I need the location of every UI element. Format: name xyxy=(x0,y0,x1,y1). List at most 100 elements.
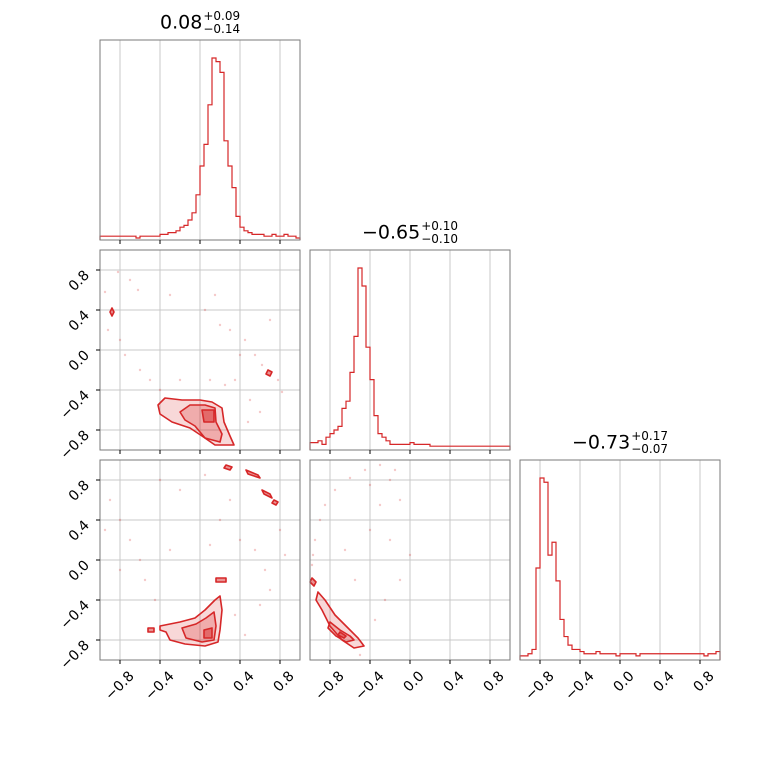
sample-point xyxy=(238,353,242,357)
sample-point xyxy=(116,270,120,274)
title-minus: −0.10 xyxy=(421,232,459,246)
sample-point xyxy=(128,538,132,542)
sample-point xyxy=(178,488,182,492)
title-median: 0.08 xyxy=(160,11,203,34)
sample-point xyxy=(148,378,152,382)
sample-point xyxy=(158,388,162,392)
sample-point xyxy=(103,528,107,532)
sample-point xyxy=(108,498,112,502)
sample-point xyxy=(228,498,232,502)
x-tick-label: 0.4 xyxy=(651,668,678,695)
sample-point xyxy=(268,318,272,322)
sample-point xyxy=(343,548,347,552)
y-tick-label: −0.4 xyxy=(57,597,92,632)
title-minus: −0.07 xyxy=(631,442,669,456)
y-tick-label: 0.4 xyxy=(66,307,93,334)
x-tick-label: −0.4 xyxy=(352,668,387,703)
density-contour xyxy=(265,369,273,377)
x-tick-label: 0.8 xyxy=(691,668,718,695)
sample-point xyxy=(368,483,372,487)
sample-point xyxy=(228,328,232,332)
sample-point xyxy=(278,528,282,532)
y-tick-label: 0.8 xyxy=(66,478,93,505)
sample-point xyxy=(243,338,247,342)
sample-point xyxy=(348,476,352,480)
sample-point xyxy=(243,633,247,637)
sample-point xyxy=(118,518,122,522)
sample-point xyxy=(313,538,317,542)
sample-point xyxy=(276,378,280,382)
y-tick-label: −0.8 xyxy=(57,638,92,673)
sample-point xyxy=(238,538,242,542)
density-contour xyxy=(245,469,261,479)
sample-point xyxy=(388,478,392,482)
sample-point xyxy=(408,553,412,557)
sample-point xyxy=(310,563,314,567)
density-contour xyxy=(271,499,279,506)
sample-point xyxy=(223,383,227,387)
sample-point xyxy=(208,378,212,382)
sample-point xyxy=(106,328,110,332)
x-tick-label: −0.4 xyxy=(562,668,597,703)
sample-point xyxy=(260,363,264,367)
sample-point xyxy=(203,308,207,312)
sample-point xyxy=(363,468,367,472)
x-tick-label: −0.8 xyxy=(102,668,137,703)
histogram-step-1 xyxy=(309,267,511,450)
scatter-panel-0-1: −0.8 −0.4 0.0 0.4 0.8 xyxy=(57,249,301,463)
sample-point xyxy=(263,568,267,572)
sample-point xyxy=(318,518,322,522)
sample-point xyxy=(103,290,107,294)
sample-point xyxy=(283,553,287,557)
histogram-panel-1 xyxy=(309,249,511,454)
sample-point xyxy=(311,553,315,557)
title-plus: +0.09 xyxy=(203,9,241,23)
y-tick-label: 0.0 xyxy=(66,558,93,585)
sample-point xyxy=(268,588,272,592)
sample-point xyxy=(233,613,237,617)
x-tick-label: 0.0 xyxy=(191,668,218,695)
scatter-panel-0-2: −0.8−0.40.00.40.8−0.8 −0.4 0.0 0.4 0.8 xyxy=(57,459,301,704)
density-contour xyxy=(203,627,213,639)
x-tick-label: 0.4 xyxy=(231,668,258,695)
title-median: −0.65 xyxy=(362,221,421,244)
sample-point xyxy=(246,420,250,424)
y-tick-label: −0.4 xyxy=(57,387,92,422)
histogram-title-1: −0.65 +0.10 −0.10 xyxy=(362,220,458,246)
sample-point xyxy=(398,578,402,582)
x-tick-label: 0.0 xyxy=(611,668,638,695)
y-tick-label: 0.8 xyxy=(66,268,93,295)
title-plus: +0.17 xyxy=(631,429,669,443)
sample-point xyxy=(136,288,140,292)
sample-point xyxy=(168,548,172,552)
density-contour xyxy=(109,307,115,317)
sample-point xyxy=(118,568,122,572)
y-tick-label: −0.8 xyxy=(57,428,92,463)
sample-point xyxy=(218,323,222,327)
sample-point xyxy=(118,338,122,342)
sample-point xyxy=(218,518,222,522)
sample-point xyxy=(280,390,284,394)
sample-point xyxy=(323,503,327,507)
scatter-panel-1-2: −0.8 −0.4 0.0 0.4 0.8 xyxy=(309,459,511,704)
histogram-panel-0 xyxy=(99,39,301,244)
sample-point xyxy=(253,353,257,357)
sample-point xyxy=(138,558,142,562)
sample-point xyxy=(138,368,142,372)
density-contour xyxy=(309,577,317,587)
title-median: −0.73 xyxy=(572,431,631,454)
sample-point xyxy=(398,498,402,502)
sample-point xyxy=(158,478,162,482)
density-contour xyxy=(337,631,347,639)
sample-point xyxy=(248,398,252,402)
sample-point xyxy=(333,488,337,492)
sample-point xyxy=(203,473,207,477)
sample-point xyxy=(213,293,217,297)
sample-point xyxy=(378,463,382,467)
sample-point xyxy=(258,603,262,607)
x-tick-label: −0.4 xyxy=(142,668,177,703)
density-contour xyxy=(201,409,215,423)
histogram-panel-2: −0.8 −0.4 0.0 0.4 0.8 xyxy=(519,459,721,704)
histogram-step-2 xyxy=(519,477,721,660)
